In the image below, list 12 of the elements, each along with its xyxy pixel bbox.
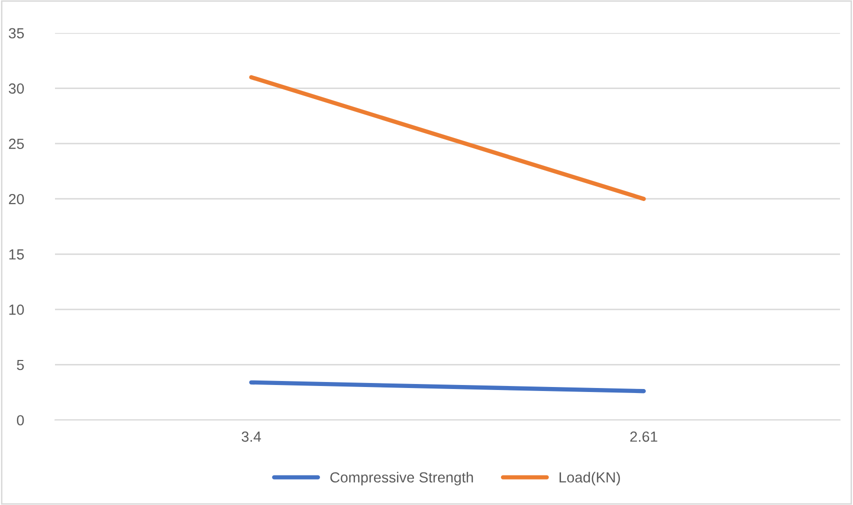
- y-tick-label: 15: [9, 249, 24, 260]
- y-tick-label: 35: [8, 28, 24, 38]
- y-tick-label: 30: [8, 83, 24, 94]
- y-tick-label: 25: [8, 138, 24, 149]
- x-tick-label: 3.4: [242, 431, 261, 442]
- y-tick-label: 10: [9, 304, 24, 315]
- y-tick-label: 5: [16, 360, 24, 370]
- legend-label: Load(KN): [560, 472, 620, 486]
- y-tick-label: 20: [8, 194, 24, 204]
- x-tick-label: 2.61: [630, 431, 658, 442]
- legend-label: Compressive Strength: [330, 472, 473, 486]
- y-tick-label: 0: [16, 415, 24, 426]
